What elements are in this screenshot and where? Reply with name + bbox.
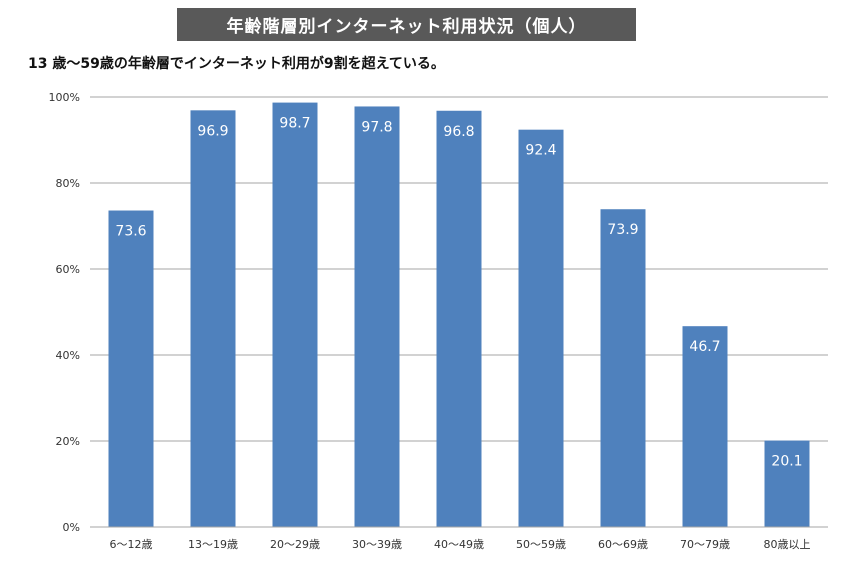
x-tick-label: 50～59歳 [516, 538, 566, 551]
bar [518, 129, 564, 527]
data-label: 46.7 [689, 339, 720, 355]
x-tick-label: 30～39歳 [352, 538, 402, 551]
data-label: 96.9 [197, 123, 228, 139]
y-axis-ticks: 0% 20% 40% 60% 80% 100% [49, 91, 80, 534]
x-tick-label: 40～49歳 [434, 538, 484, 551]
x-tick-label: 20～29歳 [270, 538, 320, 551]
data-label: 97.8 [361, 119, 392, 135]
y-tick-label: 60% [56, 263, 80, 276]
x-tick-label: 6～12歳 [110, 538, 153, 551]
x-tick-label: 60～69歳 [598, 538, 648, 551]
y-tick-label: 40% [56, 349, 80, 362]
data-label: 98.7 [279, 116, 310, 132]
y-tick-label: 100% [49, 91, 80, 104]
x-tick-label: 13～19歳 [188, 538, 238, 551]
bar [436, 110, 482, 527]
bar [682, 326, 728, 527]
x-axis-ticks: 6～12歳 13～19歳 20～29歳 30～39歳 40～49歳 50～59歳 60～69… [110, 538, 811, 551]
y-tick-label: 20% [56, 435, 80, 448]
bar [272, 102, 318, 527]
x-tick-label: 80歳以上 [764, 538, 811, 551]
y-tick-label: 0% [63, 521, 80, 534]
data-label: 92.4 [525, 143, 556, 159]
bar [190, 110, 236, 527]
data-labels: 73.6 96.9 98.7 97.8 96.8 92.4 73.9 46.7 20.1 [115, 116, 802, 470]
bars [108, 102, 810, 528]
y-tick-label: 80% [56, 177, 80, 190]
data-label: 73.6 [115, 224, 146, 240]
bar [600, 209, 646, 528]
bar [108, 210, 154, 527]
data-label: 73.9 [607, 222, 638, 238]
data-label: 96.8 [443, 124, 474, 140]
data-label: 20.1 [771, 454, 802, 470]
chart-subtitle: 13 歳～59歳の年齢層でインターネット利用が9割を超えている。 [28, 56, 445, 72]
bar [354, 106, 400, 528]
chart-title: 年齢階層別インターネット利用状況（個人） [177, 8, 636, 41]
bar [764, 440, 810, 527]
x-tick-label: 70～79歳 [680, 538, 730, 551]
